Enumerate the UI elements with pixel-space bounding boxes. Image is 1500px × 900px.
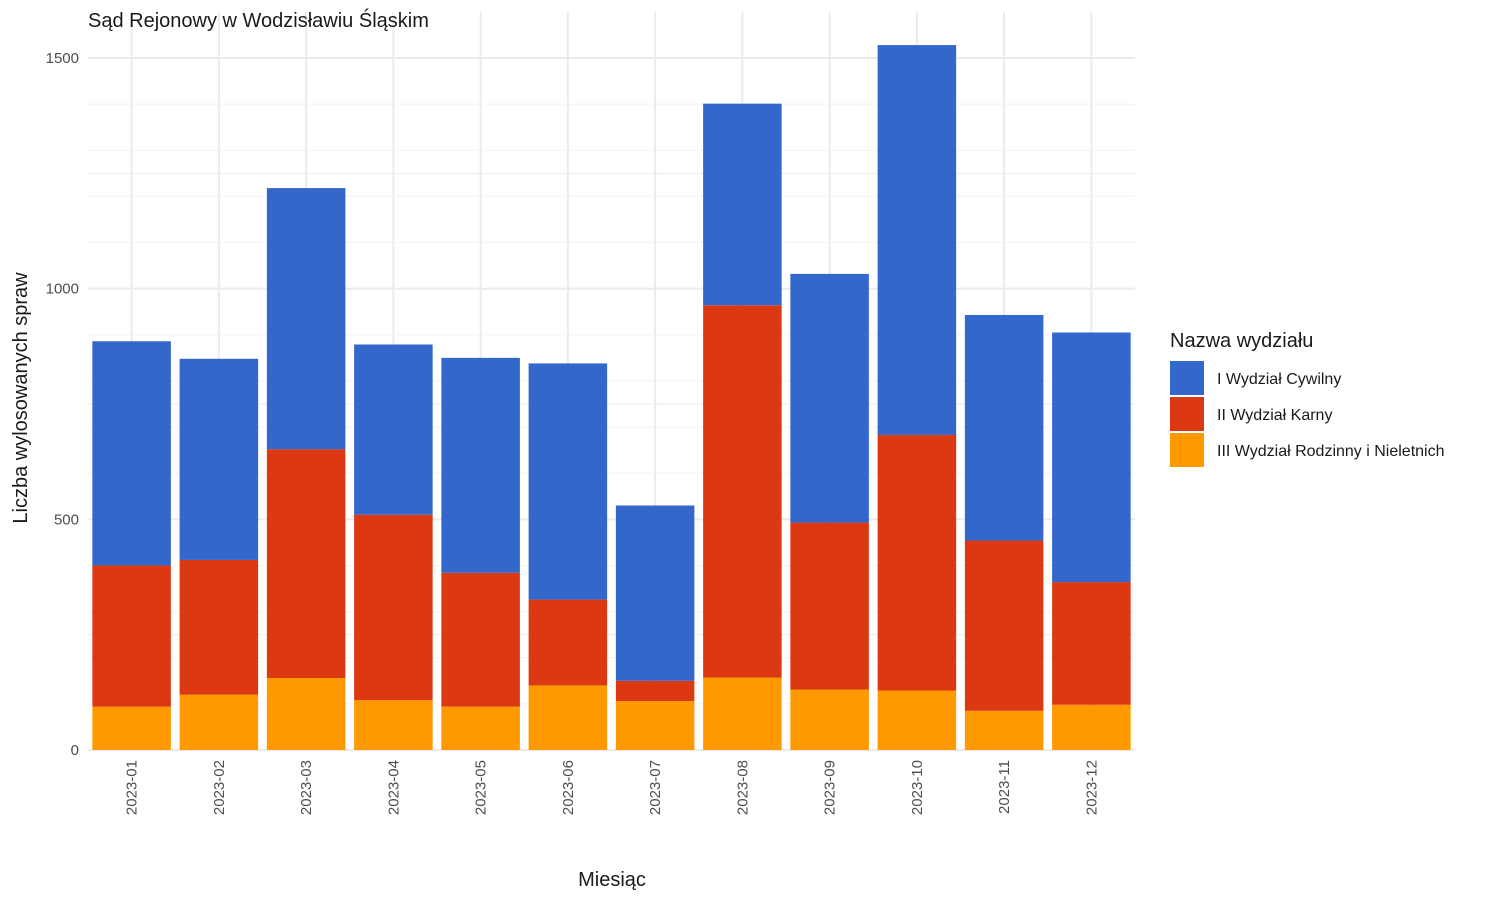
- legend-swatch: [1170, 397, 1204, 431]
- bar-segment: [877, 690, 957, 750]
- x-tick-label: 2023-04: [385, 760, 402, 815]
- x-tick-label: 2023-01: [124, 760, 141, 815]
- bar-segment: [703, 305, 782, 678]
- bar-segment: [703, 677, 782, 750]
- legend-title: Nazwa wydziału: [1170, 330, 1313, 352]
- bar-segment: [790, 522, 869, 690]
- bar-segment: [964, 540, 1044, 711]
- bar-segment: [354, 514, 433, 701]
- bar-segment: [790, 689, 869, 750]
- x-tick-label: 2023-10: [909, 760, 926, 815]
- y-tick-label: 500: [54, 511, 79, 528]
- bar-segment: [1052, 704, 1131, 750]
- bar-segment: [703, 103, 782, 306]
- x-tick-label: 2023-07: [647, 760, 664, 815]
- x-tick-label: 2023-09: [822, 760, 839, 815]
- bar-segment: [92, 706, 171, 750]
- bar-segment: [877, 45, 957, 435]
- bar-segment: [1052, 332, 1131, 583]
- x-tick-label: 2023-03: [298, 760, 315, 815]
- bar-segment: [615, 505, 695, 681]
- bar-segment: [528, 685, 608, 750]
- bar-segment: [266, 449, 346, 679]
- y-tick-label: 1500: [46, 50, 79, 67]
- bar-segment: [179, 358, 259, 560]
- bar-segment: [354, 344, 433, 515]
- legend-label: II Wydział Karny: [1217, 407, 1332, 424]
- x-tick-label: 2023-08: [734, 760, 751, 815]
- bar-segment: [1052, 582, 1131, 705]
- bar-segment: [877, 434, 957, 691]
- bar-segment: [266, 678, 346, 750]
- bar-segment: [441, 706, 520, 750]
- y-tick-label: 1000: [46, 281, 79, 298]
- y-tick-label: 0: [71, 742, 79, 759]
- x-axis-title: Miesiąc: [578, 869, 646, 891]
- x-tick-label: 2023-12: [1083, 760, 1100, 815]
- bar-segment: [615, 680, 695, 702]
- x-tick-label: 2023-06: [560, 760, 577, 815]
- x-tick-label: 2023-02: [211, 760, 228, 815]
- chart-title: Sąd Rejonowy w Wodzisławiu Śląskim: [88, 8, 429, 32]
- legend-label: I Wydział Cywilny: [1217, 371, 1341, 388]
- bar-segment: [179, 559, 259, 695]
- bar-segment: [441, 572, 520, 707]
- bar-segment: [964, 710, 1044, 750]
- bar-segment: [266, 188, 346, 450]
- bar-segment: [92, 565, 171, 707]
- x-tick-label: 2023-05: [473, 760, 490, 815]
- legend-label: III Wydział Rodzinny i Nieletnich: [1217, 443, 1445, 460]
- bar-segment: [528, 363, 608, 600]
- bar-segment: [179, 694, 259, 750]
- bar-segment: [92, 341, 171, 566]
- bar-segment: [354, 700, 433, 750]
- legend: Nazwa wydziału I Wydział Cywilny II Wydzi…: [1170, 330, 1445, 467]
- legend-swatch: [1170, 361, 1204, 395]
- bars: [92, 45, 1131, 750]
- bar-segment: [790, 273, 869, 523]
- bar-segment: [441, 357, 520, 573]
- legend-swatch: [1170, 433, 1204, 467]
- bar-segment: [615, 701, 695, 750]
- x-tick-label: 2023-11: [996, 760, 1013, 814]
- y-axis-ticks: 0 500 1000 1500: [46, 50, 79, 759]
- y-axis-title: Liczba wylosowanych spraw: [10, 272, 32, 524]
- x-axis-ticks: 2023-01 2023-02 2023-03 2023-04 2023-05 2023-…: [124, 760, 1101, 815]
- bar-segment: [964, 314, 1044, 541]
- bar-segment: [528, 599, 608, 686]
